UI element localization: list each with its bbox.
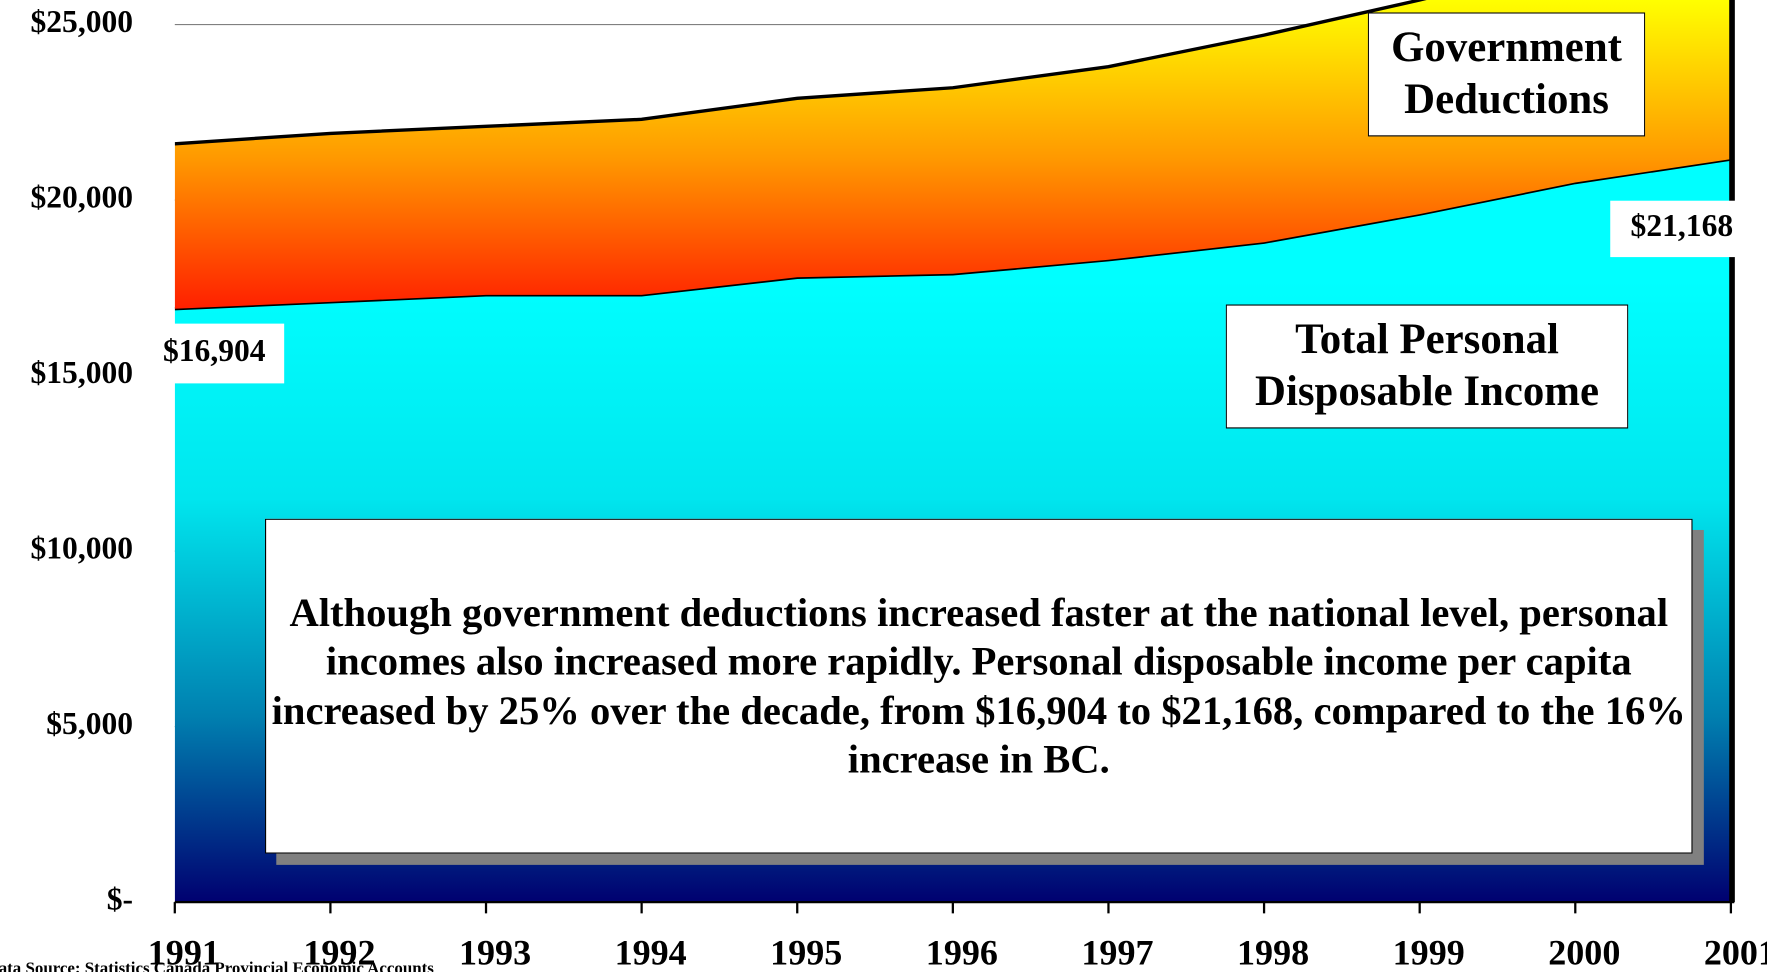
- data-label-box: [144, 323, 285, 384]
- y-tick-label: $10,000: [30, 530, 133, 565]
- source: Data Source: Statistics Canada Provincia…: [0, 959, 434, 972]
- y-tick-label: $-: [107, 881, 133, 916]
- x-tick-label: 1999: [1393, 932, 1465, 972]
- area: [174, 0, 1731, 309]
- x-tick-label: 1991: [148, 932, 220, 972]
- y-tick-label: $5,000: [46, 706, 133, 741]
- x-tick-label: 1996: [926, 932, 998, 972]
- data-label-box: [1610, 200, 1754, 258]
- y-tick-label: $15,000: [30, 355, 133, 390]
- data-label: $21,168: [1631, 208, 1734, 243]
- x-tick-label: 2000: [1548, 932, 1620, 972]
- x-tick-label: 2001: [1704, 932, 1767, 972]
- x-tick-label: 1998: [1237, 932, 1309, 972]
- x-tick-label: 1995: [770, 932, 842, 972]
- area-line: [174, 0, 1427, 146]
- annotation-holder: Although government deductions increased…: [265, 518, 1693, 854]
- y-tick-label: $20,000: [30, 179, 133, 214]
- y-tick-label: $25,000: [30, 4, 133, 39]
- x-tick-label: 1997: [1081, 932, 1153, 972]
- data-label: $16,904: [163, 333, 266, 368]
- series-label-holder: Government Deductions: [1367, 12, 1646, 137]
- x-tick-label: 1993: [459, 932, 531, 972]
- annotation: Although government deductions increased…: [265, 518, 1693, 854]
- series-label: Total Personal Disposable Income: [1225, 304, 1629, 429]
- series-label-holder: Total Personal Disposable Income: [1225, 304, 1629, 429]
- series-label: Government Deductions: [1367, 12, 1646, 137]
- x-tick-label: 1992: [303, 932, 375, 972]
- x-tick-label: 1994: [615, 932, 687, 972]
